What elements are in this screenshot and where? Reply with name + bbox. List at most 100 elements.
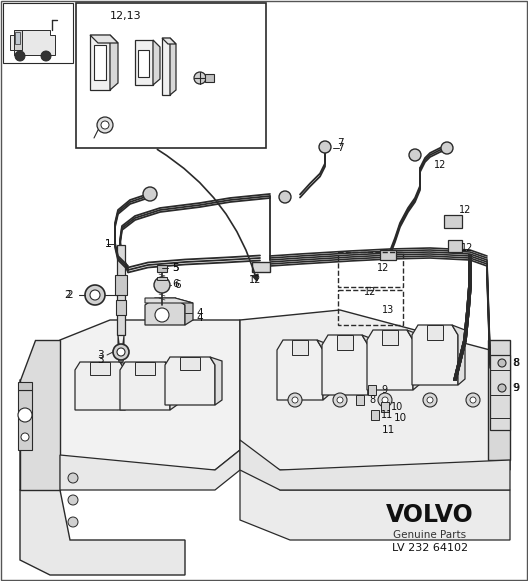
Polygon shape [135,40,153,85]
Text: 7: 7 [337,143,343,153]
Circle shape [423,393,437,407]
Text: 5: 5 [173,263,180,273]
Polygon shape [117,350,125,362]
Circle shape [441,142,453,154]
Polygon shape [380,250,396,260]
Circle shape [378,393,392,407]
Polygon shape [427,325,443,340]
Polygon shape [382,330,398,345]
Text: 3: 3 [97,350,103,360]
Text: 12: 12 [364,287,376,297]
Text: 2: 2 [65,290,71,300]
Circle shape [113,344,129,360]
Polygon shape [120,362,170,410]
Text: 4: 4 [197,308,203,318]
Polygon shape [20,360,90,490]
Polygon shape [165,357,215,405]
Circle shape [409,149,421,161]
Circle shape [155,308,169,322]
Polygon shape [90,362,110,375]
Text: 7: 7 [337,138,343,148]
Polygon shape [157,265,167,272]
Polygon shape [116,300,126,315]
Polygon shape [210,357,222,405]
Circle shape [498,384,506,392]
Polygon shape [488,340,510,460]
Polygon shape [157,277,167,280]
Circle shape [117,348,125,356]
Text: 10: 10 [393,413,407,423]
Text: 8: 8 [513,358,519,368]
Polygon shape [490,355,510,430]
Text: 9: 9 [381,385,387,395]
Polygon shape [368,385,376,395]
Circle shape [333,393,347,407]
Polygon shape [60,450,240,490]
Text: 9: 9 [513,383,520,393]
Text: VOLVO: VOLVO [386,503,474,527]
Polygon shape [115,275,127,295]
Polygon shape [60,320,240,470]
Circle shape [498,359,506,367]
Text: LV 232 64102: LV 232 64102 [392,543,468,553]
Circle shape [21,433,29,441]
Polygon shape [117,245,125,335]
Circle shape [85,285,105,305]
Polygon shape [20,340,60,490]
Circle shape [97,117,113,133]
Circle shape [337,397,343,403]
Circle shape [101,121,109,129]
Circle shape [288,393,302,407]
Polygon shape [452,325,465,385]
Text: 5: 5 [173,263,180,273]
Text: 9: 9 [513,383,519,393]
Polygon shape [15,32,20,44]
Circle shape [466,393,480,407]
Circle shape [470,397,476,403]
Text: 4: 4 [197,313,203,323]
Text: 12,13: 12,13 [110,11,142,21]
Polygon shape [180,357,200,370]
Polygon shape [381,402,389,412]
Polygon shape [317,340,330,400]
Polygon shape [120,362,132,410]
Polygon shape [20,490,185,575]
Polygon shape [145,298,193,303]
Polygon shape [18,390,32,450]
Text: 12: 12 [377,263,389,273]
Text: 12: 12 [461,243,473,253]
Text: 10: 10 [391,402,403,412]
Polygon shape [138,50,149,77]
Circle shape [18,408,32,422]
Circle shape [15,51,25,61]
Text: 6: 6 [173,279,180,289]
Circle shape [319,141,331,153]
Polygon shape [175,298,193,325]
Polygon shape [165,362,177,410]
Polygon shape [362,335,375,395]
Polygon shape [14,30,22,50]
Circle shape [382,397,388,403]
Circle shape [90,290,100,300]
Text: 11: 11 [381,425,394,435]
Polygon shape [170,38,176,95]
Polygon shape [412,325,458,385]
Circle shape [154,277,170,293]
Polygon shape [135,362,155,375]
Text: 12: 12 [434,160,446,170]
Text: 12: 12 [459,205,471,215]
Polygon shape [94,45,106,80]
Polygon shape [240,440,510,490]
Text: 2: 2 [67,290,73,300]
Polygon shape [356,395,364,405]
Text: 1: 1 [105,239,111,249]
Circle shape [279,191,291,203]
Polygon shape [90,35,110,90]
Polygon shape [90,35,118,43]
Polygon shape [444,215,462,228]
Polygon shape [367,330,413,390]
Polygon shape [162,38,176,44]
Text: 13: 13 [382,305,394,315]
Polygon shape [118,335,124,360]
Polygon shape [240,310,510,470]
